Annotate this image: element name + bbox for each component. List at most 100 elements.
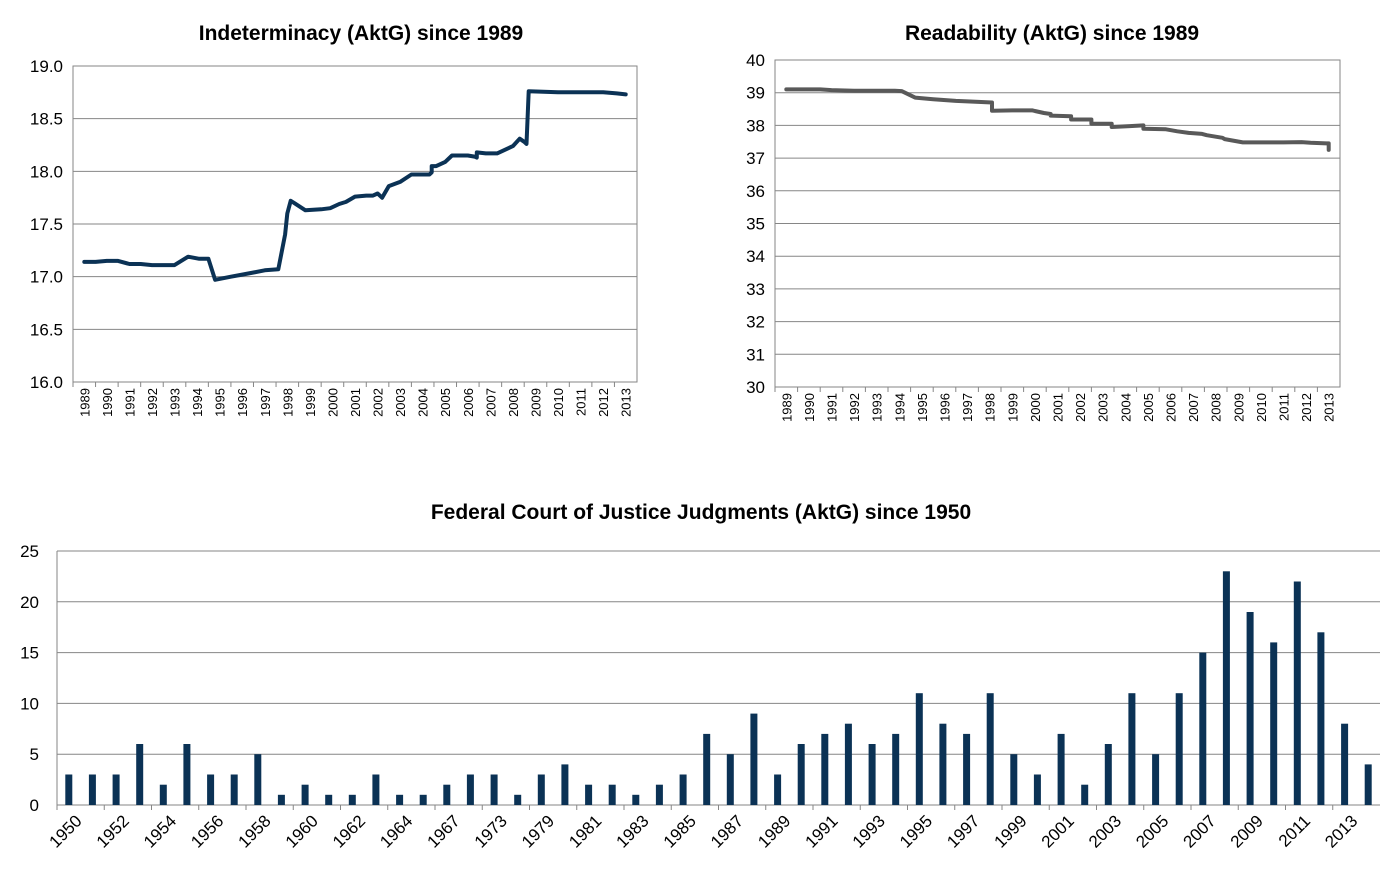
bar: [868, 744, 876, 805]
y-tick-label: 35: [746, 215, 765, 234]
x-tick-label: 1991: [825, 393, 840, 422]
x-tick-label: 1996: [235, 388, 250, 417]
bar: [679, 774, 687, 805]
x-tick-label: 1995: [213, 388, 228, 417]
x-tick-label: 1995: [915, 393, 930, 422]
x-tick-label: 1997: [943, 811, 983, 851]
x-tick-label: 2002: [371, 388, 386, 417]
bar: [1270, 642, 1278, 805]
x-tick-label: 2010: [551, 388, 566, 417]
bar: [348, 794, 356, 805]
y-tick-label: 31: [746, 345, 765, 364]
x-tick-label: 2011: [574, 388, 589, 416]
x-tick-label: 2005: [1132, 811, 1172, 851]
y-tick-label: 17.5: [30, 215, 63, 234]
bar: [443, 784, 451, 805]
bar: [1081, 784, 1089, 805]
y-tick-label: 38: [746, 116, 765, 135]
bar: [396, 794, 404, 805]
x-tick-label: 2008: [1209, 393, 1224, 422]
x-tick-label: 2007: [483, 388, 498, 417]
x-tick-label: 1989: [754, 811, 794, 851]
x-tick-label: 2009: [1231, 393, 1246, 422]
x-tick-label: 1990: [100, 388, 115, 417]
x-tick-label: 2012: [596, 388, 611, 417]
x-tick-label: 2009: [1227, 811, 1267, 851]
x-tick-label: 1954: [140, 811, 180, 851]
y-tick-label: 32: [746, 313, 765, 332]
bar: [797, 744, 805, 805]
bar: [1246, 612, 1254, 805]
x-tick-label: 2000: [325, 388, 340, 417]
bar: [1152, 754, 1160, 805]
bar: [1033, 774, 1041, 805]
bar: [230, 774, 238, 805]
bar: [1364, 764, 1372, 805]
bar: [655, 784, 663, 805]
x-tick-label: 1997: [258, 388, 273, 417]
bar: [939, 723, 947, 805]
indeterminacy-chart: Indeterminacy (AktG) since 1989 16.0 16.5…: [30, 22, 638, 417]
x-tick-label: 2011: [1277, 393, 1292, 421]
bar: [254, 754, 262, 805]
y-tick-label: 18.5: [30, 110, 63, 129]
bar: [703, 733, 711, 805]
y-tick-label: 39: [746, 84, 765, 103]
x-tick-label: 1996: [938, 393, 953, 422]
bar: [608, 784, 616, 805]
indeterminacy-chart-title: Indeterminacy (AktG) since 1989: [199, 22, 523, 45]
x-tick-label: 2001: [348, 388, 363, 417]
bar: [301, 784, 309, 805]
bar: [561, 764, 569, 805]
x-tick-label: 2003: [393, 388, 408, 417]
x-tick-label: 2002: [1073, 393, 1088, 422]
x-tick-label: 2004: [1118, 393, 1133, 422]
bar: [774, 774, 782, 805]
x-tick-label: 1991: [801, 811, 841, 851]
bar: [136, 744, 144, 805]
y-tick-label: 37: [746, 149, 765, 168]
bar: [112, 774, 120, 805]
y-tick-label: 19.0: [30, 57, 63, 76]
x-tick-label: 1950: [45, 811, 85, 851]
bar: [844, 723, 852, 805]
bar: [750, 713, 758, 805]
bar: [892, 733, 900, 805]
x-tick-label: 1958: [234, 811, 274, 851]
bar: [537, 774, 545, 805]
y-tick-label: 25: [20, 542, 39, 561]
readability-chart-title: Readability (AktG) since 1989: [905, 22, 1199, 45]
x-tick-label: 2011: [1275, 811, 1314, 850]
x-tick-label: 2012: [1299, 393, 1314, 422]
x-tick-label: 1990: [802, 393, 817, 422]
y-tick-label: 16.5: [30, 320, 63, 339]
x-tick-label: 1952: [93, 811, 133, 851]
bar: [632, 794, 640, 805]
bar: [821, 733, 829, 805]
bar: [1128, 693, 1136, 805]
x-tick-label: 1960: [282, 811, 322, 851]
x-tick-label: 2003: [1096, 393, 1111, 422]
bar: [1199, 652, 1207, 805]
x-tick-label: 2005: [438, 388, 453, 417]
x-tick-label: 2001: [1038, 811, 1078, 851]
judgments-chart-title: Federal Court of Justice Judgments (AktG…: [431, 501, 971, 524]
bar: [466, 774, 474, 805]
x-tick-label: 1994: [892, 393, 907, 422]
bar: [1010, 754, 1018, 805]
bar: [726, 754, 734, 805]
y-tick-label: 16.0: [30, 373, 63, 392]
series-line: [82, 89, 628, 282]
x-tick-label: 2009: [528, 388, 543, 417]
judgments-chart: Federal Court of Justice Judgments (AktG…: [20, 501, 1380, 852]
bar: [490, 774, 498, 805]
y-tick-label: 36: [746, 182, 765, 201]
x-tick-label: 1987: [707, 811, 747, 851]
y-tick-label: 30: [746, 378, 765, 397]
plot-frame: [72, 65, 638, 383]
y-tick-label: 18.0: [30, 162, 63, 181]
x-tick-label: 2005: [1141, 393, 1156, 422]
x-tick-label: 1991: [122, 388, 137, 417]
